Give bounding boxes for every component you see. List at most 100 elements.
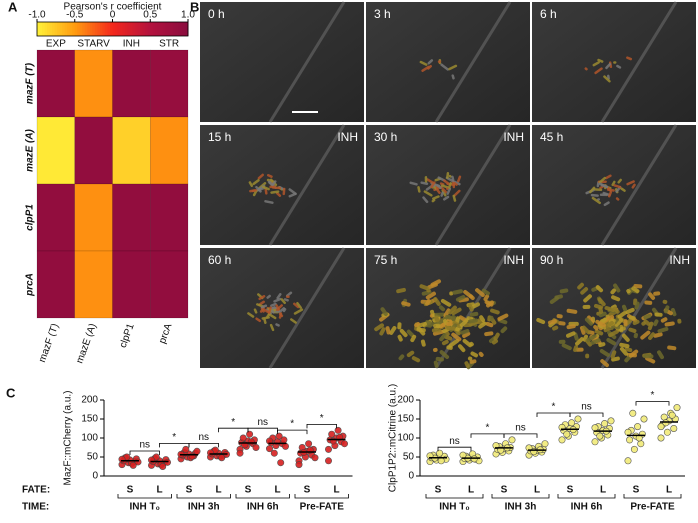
data-point: [246, 430, 254, 438]
cell: [552, 325, 559, 331]
cell: [660, 317, 668, 323]
cell: [458, 297, 469, 303]
cell: [648, 292, 656, 300]
cell: [425, 320, 435, 327]
colorbar-step: [74, 22, 78, 36]
cell: [467, 318, 478, 324]
data-point: [270, 449, 278, 457]
cell: [258, 295, 266, 301]
colorbar-step: [59, 22, 63, 36]
frame-time: 30 h: [374, 130, 397, 144]
cell: [457, 175, 462, 183]
cell: [286, 291, 293, 297]
cell: [597, 58, 604, 63]
fate-label: L: [666, 485, 672, 496]
cell: [607, 191, 612, 198]
heat-cell: [36, 183, 75, 252]
panel-label: A: [8, 0, 18, 14]
cell: [422, 196, 429, 204]
cell: [433, 297, 441, 306]
micrograph-streak: [434, 124, 512, 246]
cell: [604, 174, 612, 180]
data-point: [563, 430, 571, 438]
cell: [640, 330, 651, 340]
significance-label: *: [290, 419, 294, 430]
fate-label: L: [600, 485, 606, 496]
data-point: [508, 436, 516, 444]
cell: [398, 354, 405, 361]
cell: [605, 185, 612, 193]
colorbar-tick-label: 1.0: [181, 10, 195, 21]
cell: [590, 193, 599, 197]
cell: [611, 180, 616, 187]
cell: [430, 181, 436, 189]
data-point: [295, 461, 303, 469]
colorbar-step: [117, 22, 121, 36]
significance-bracket: [503, 433, 538, 438]
significance-bracket: [129, 450, 160, 455]
cell: [626, 180, 635, 186]
cell: [566, 331, 576, 338]
data-point: [601, 420, 609, 428]
cell: [594, 329, 604, 336]
bottom-label: prcA: [157, 322, 174, 345]
cell: [261, 316, 270, 320]
cell: [380, 307, 388, 316]
data-point: [437, 457, 445, 465]
cell: [252, 179, 260, 186]
cell: [593, 303, 604, 310]
data-point: [662, 419, 670, 427]
data-point: [670, 424, 678, 432]
data-point: [637, 440, 645, 448]
colorbar-step: [67, 22, 71, 36]
cell: [278, 312, 284, 318]
cell: [469, 311, 479, 317]
colorbar-step: [122, 22, 126, 36]
y-tick-label: 100: [397, 433, 414, 444]
fate-label: S: [245, 485, 252, 496]
cell: [269, 323, 275, 332]
colorbar-step: [162, 22, 166, 36]
data-point: [640, 415, 648, 423]
colorbar-step: [57, 22, 61, 36]
column-label: INH: [123, 39, 140, 50]
cell: [584, 67, 588, 71]
cell: [275, 304, 283, 312]
cell: [441, 339, 449, 346]
cell: [667, 345, 677, 351]
colorbar-step: [147, 22, 151, 36]
cell: [486, 300, 495, 308]
colorbar-step: [165, 22, 169, 36]
cell: [460, 328, 470, 335]
significance-label: ns: [449, 436, 460, 447]
fate-label: S: [567, 485, 574, 496]
colorbar-step: [180, 22, 184, 36]
colorbar-step: [142, 22, 146, 36]
cell: [594, 67, 603, 75]
fate-label: S: [186, 485, 193, 496]
cell: [259, 306, 265, 313]
cell: [605, 320, 614, 328]
fate-label: L: [333, 485, 339, 496]
column-label: STR: [159, 39, 179, 50]
colorbar-step: [125, 22, 129, 36]
cell: [612, 306, 620, 314]
cell: [379, 327, 386, 336]
colorbar-step: [37, 22, 41, 36]
colorbar-step: [157, 22, 161, 36]
cell: [559, 288, 569, 294]
frame-treatment: INH: [503, 253, 524, 267]
cell: [547, 319, 557, 325]
cell: [406, 329, 415, 338]
cell: [616, 64, 622, 69]
data-point: [624, 457, 632, 465]
time-label: INH T₀: [129, 502, 160, 513]
cell: [433, 360, 439, 368]
cell: [440, 184, 449, 189]
cell: [273, 297, 282, 303]
cell: [464, 361, 470, 368]
cell: [484, 331, 494, 337]
cell: [419, 284, 429, 291]
cell: [451, 74, 455, 80]
cell: [605, 62, 612, 70]
